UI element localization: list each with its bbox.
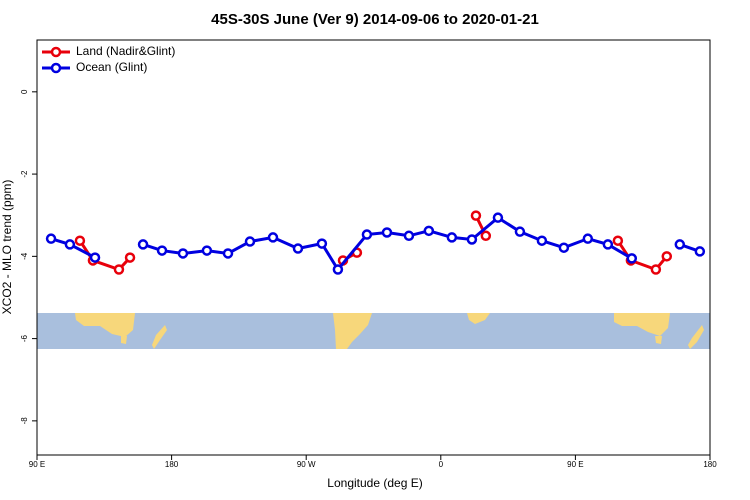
point	[661, 251, 673, 262]
point	[124, 252, 136, 263]
point	[267, 232, 279, 243]
y-tick-label: -8	[20, 417, 29, 425]
y-tick-label: -6	[20, 335, 29, 343]
point	[89, 252, 101, 263]
point	[381, 227, 393, 238]
point	[536, 235, 548, 246]
point	[113, 264, 125, 275]
point	[582, 233, 594, 244]
point	[612, 235, 624, 246]
point	[480, 230, 492, 242]
point	[201, 245, 213, 256]
point	[446, 232, 458, 243]
point	[316, 238, 328, 249]
plot-frame	[36, 39, 711, 456]
point	[137, 239, 149, 250]
point	[244, 236, 256, 247]
point	[470, 210, 482, 221]
series-line	[50, 215, 701, 273]
legend-label: Land (Nadir&Glint)	[76, 44, 175, 58]
point	[694, 246, 706, 257]
x-tick-label: 90 W	[297, 460, 316, 469]
x-tick-label: 180	[165, 460, 179, 469]
x-tick-label: 0	[439, 460, 444, 469]
point	[74, 235, 86, 246]
point	[602, 239, 614, 250]
legend-label: Ocean (Glint)	[76, 60, 147, 74]
x-tick-label: 90 E	[29, 460, 45, 469]
x-tick-label: 90 E	[567, 460, 583, 469]
point	[361, 229, 373, 240]
y-tick-label: -4	[20, 252, 29, 260]
x-tick-label: 180	[703, 460, 717, 469]
point	[423, 225, 435, 237]
x-axis-label: Longitude (deg E)	[327, 476, 422, 490]
point	[45, 233, 57, 244]
point	[332, 264, 344, 275]
point	[466, 234, 478, 245]
point	[514, 226, 526, 237]
point	[156, 245, 168, 256]
point	[492, 212, 504, 223]
point	[674, 239, 686, 250]
point	[558, 242, 570, 253]
y-axis-label: XCO2 - MLO trend (ppm)	[0, 180, 14, 315]
point	[64, 239, 76, 250]
y-tick-label: -2	[20, 170, 29, 178]
map-band	[37, 313, 710, 349]
point	[403, 230, 415, 242]
point	[222, 248, 234, 259]
y-tick-label: 0	[20, 89, 29, 94]
point	[626, 253, 638, 264]
legend-marker	[50, 46, 62, 58]
chart-title: 45S-30S June (Ver 9) 2014-09-06 to 2020-…	[211, 11, 539, 28]
point	[650, 264, 662, 275]
legend-marker	[50, 62, 62, 74]
point	[177, 248, 189, 259]
point	[292, 243, 304, 254]
